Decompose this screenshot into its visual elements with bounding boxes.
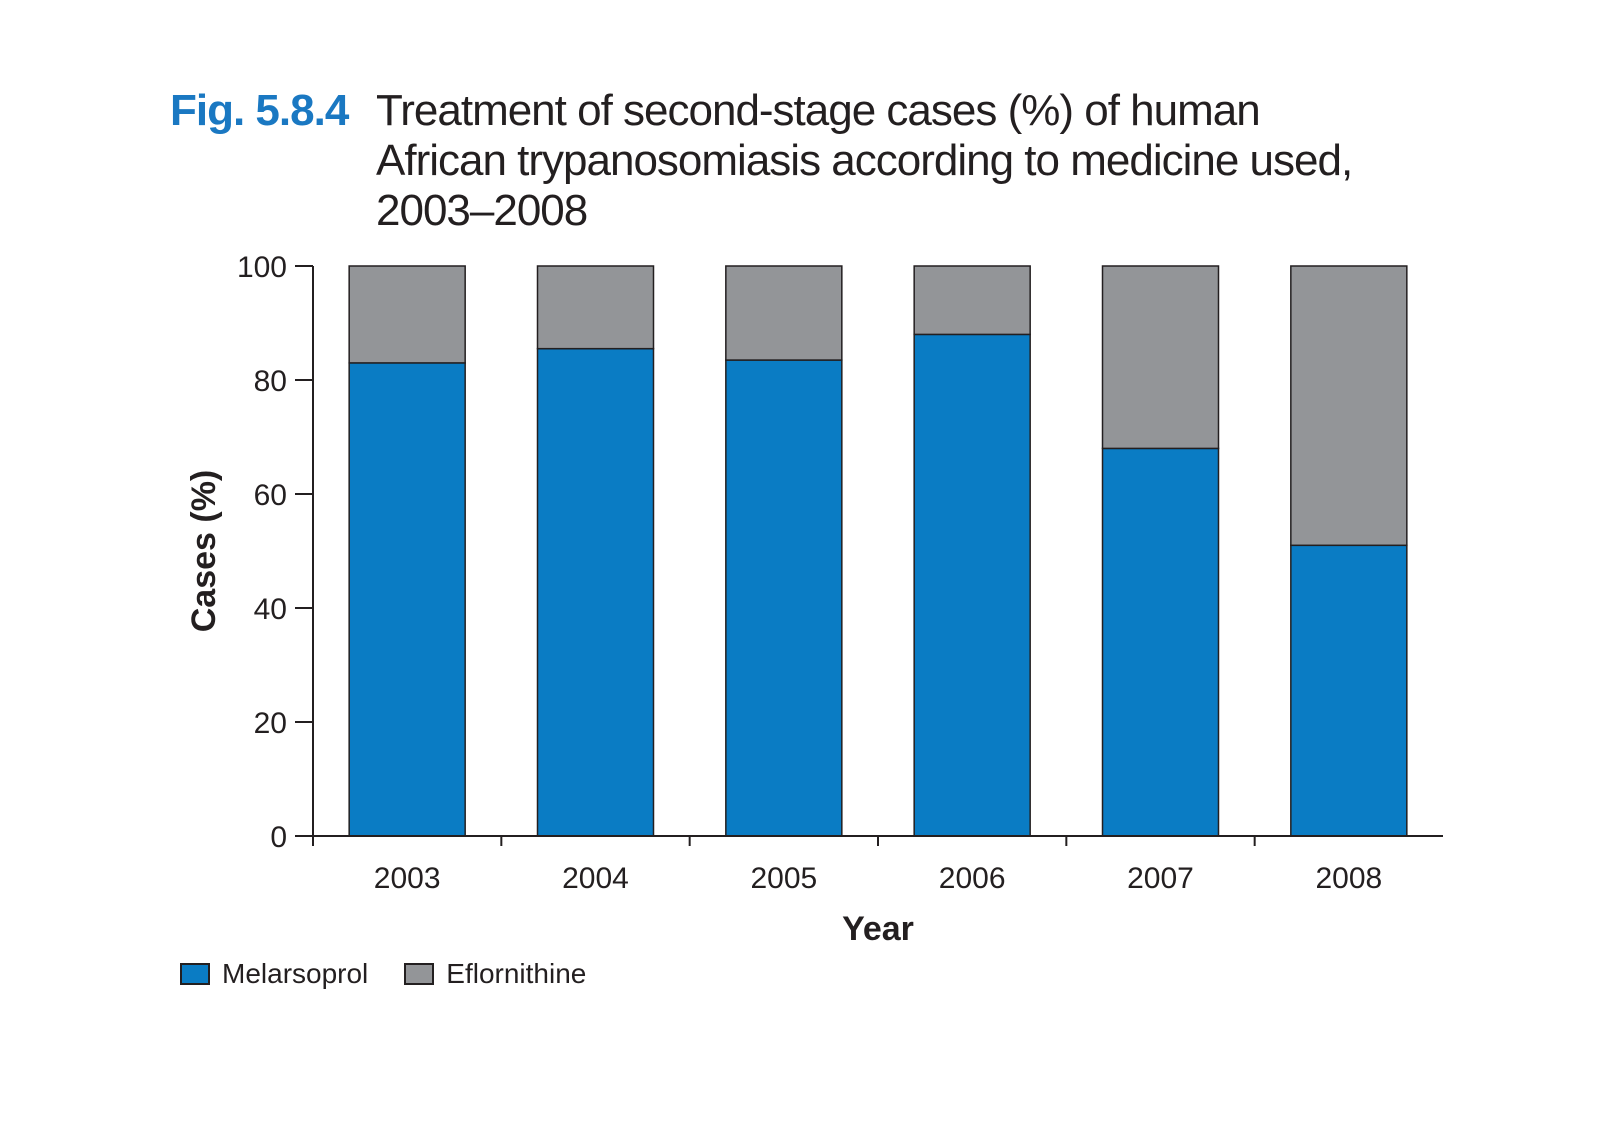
x-tick-label-2003: 2003 — [374, 862, 441, 895]
bar-melarsoprol-2003 — [348, 362, 466, 837]
legend-label-eflornithine: Eflornithine — [446, 958, 587, 989]
x-axis-title: Year — [842, 910, 914, 948]
bar-eflornithine-2003 — [348, 265, 466, 364]
figure-title-line-3: 2003–2008 — [376, 186, 588, 235]
bar-melarsoprol-2006 — [913, 333, 1031, 837]
figure-title-line-2: African trypanosomiasis according to med… — [376, 136, 1353, 185]
legend: Melarsoprol Eflornithine — [180, 958, 622, 990]
y-tick-label-40: 40 — [254, 593, 287, 626]
bar-eflornithine-2004 — [536, 265, 655, 350]
bar-eflornithine-2008 — [1290, 265, 1408, 547]
legend-swatch-melarsoprol — [180, 963, 210, 985]
legend-swatch-eflornithine — [404, 963, 435, 985]
bars-group — [348, 265, 1408, 837]
y-tick-label-100: 100 — [237, 251, 287, 284]
bar-melarsoprol-2005 — [725, 359, 843, 837]
x-tick-label-2006: 2006 — [939, 862, 1006, 895]
x-tick-label-2007: 2007 — [1127, 862, 1194, 895]
y-tick-label-80: 80 — [254, 365, 287, 398]
bar-melarsoprol-2007 — [1101, 447, 1220, 837]
bar-melarsoprol-2004 — [536, 347, 655, 837]
bar-eflornithine-2006 — [913, 265, 1031, 336]
figure-title: Treatment of second-stage cases (%) of h… — [376, 86, 1353, 236]
y-axis-title: Cases (%) — [185, 470, 223, 633]
legend-item-melarsoprol: Melarsoprol — [180, 958, 368, 990]
legend-label-melarsoprol: Melarsoprol — [222, 958, 369, 989]
x-tick-label-2004: 2004 — [562, 862, 629, 895]
y-tick-label-60: 60 — [254, 479, 287, 512]
bar-eflornithine-2007 — [1101, 265, 1220, 450]
axes-group: 2003 2004 2005 2006 2007 2008 0 20 40 60 80 100 — [237, 251, 1443, 895]
legend-item-eflornithine: Eflornithine — [404, 958, 586, 990]
x-tick-label-2005: 2005 — [750, 862, 817, 895]
y-tick-label-20: 20 — [254, 707, 287, 740]
figure-number: Fig. 5.8.4 — [170, 86, 349, 135]
figure-title-line-1: Treatment of second-stage cases (%) of h… — [376, 86, 1261, 135]
bar-melarsoprol-2008 — [1290, 544, 1408, 837]
y-tick-label-0: 0 — [270, 821, 287, 854]
x-tick-label-2008: 2008 — [1315, 862, 1382, 895]
bar-eflornithine-2005 — [725, 265, 843, 361]
